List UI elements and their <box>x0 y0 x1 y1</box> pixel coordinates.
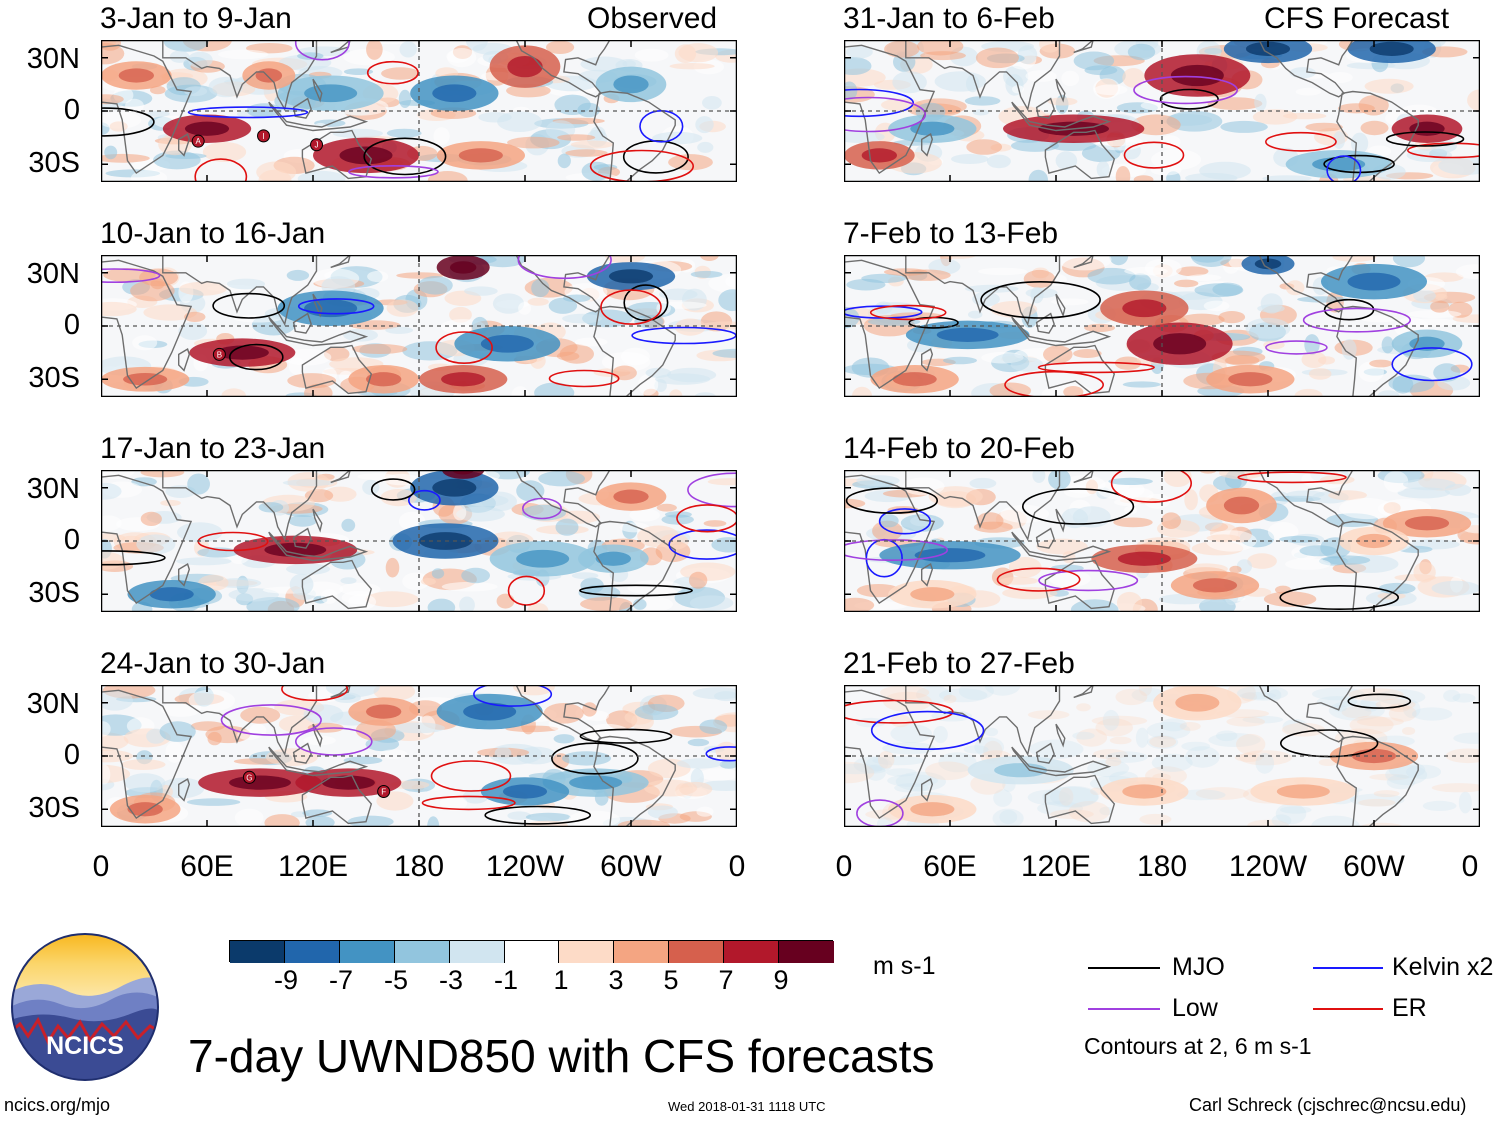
map-panel-observed-2: B <box>101 255 737 397</box>
main-title: 7-day UWND850 with CFS forecasts <box>188 1030 935 1082</box>
colorbar-swatch <box>339 941 395 963</box>
lon-label: 0 <box>835 850 853 883</box>
colorbar-swatch <box>394 941 450 963</box>
lon-label: 120E <box>277 850 349 883</box>
logo-text: NCICS <box>46 1032 124 1060</box>
lon-label: 60W <box>1343 850 1405 883</box>
storm-marker-label: I <box>262 132 264 141</box>
lat-label: 0 <box>63 94 80 126</box>
colorbar-swatch <box>614 941 670 963</box>
colorbar-tick: 5 <box>663 965 679 995</box>
panel-title-4: 24-Jan to 30-Jan <box>100 647 326 680</box>
panel-title-1: 3-Jan to 9-Jan <box>100 2 292 35</box>
colorbar-swatch <box>504 941 560 963</box>
colorbar <box>229 940 834 963</box>
panel-title-3: 17-Jan to 23-Jan <box>100 432 326 465</box>
lon-label: 60W <box>600 850 662 883</box>
storm-marker-label: F <box>381 788 386 797</box>
colorbar-tick: -7 <box>328 965 353 995</box>
lon-label: 0 <box>1461 850 1479 883</box>
panel-title-2: 10-Jan to 16-Jan <box>100 217 326 250</box>
lon-label: 60E <box>923 850 977 883</box>
storm-marker: F <box>377 785 391 798</box>
colorbar-tick: -1 <box>493 965 518 995</box>
lat-label: 0 <box>63 309 80 341</box>
panel-title-7: 14-Feb to 20-Feb <box>843 432 1075 465</box>
storm-marker: G <box>242 770 256 784</box>
legend-label-er: ER <box>1392 994 1427 1022</box>
lon-label: 60E <box>180 850 234 883</box>
colorbar-tick: 7 <box>718 965 734 995</box>
lat-label: 30N <box>26 43 80 75</box>
storm-marker: A <box>191 134 205 148</box>
colorbar-swatch <box>284 941 340 963</box>
colorbar-units: m s-1 <box>873 952 936 980</box>
lat-label: 30N <box>26 473 80 505</box>
colorbar-tick: 3 <box>608 965 624 995</box>
colorbar-tick: 1 <box>553 965 569 995</box>
ncics-logo: NCICS <box>11 933 159 1081</box>
map-panel-observed-3 <box>101 470 737 612</box>
lat-label: 30S <box>28 147 80 179</box>
footer-author: Carl Schreck (cjschrec@ncsu.edu) <box>1189 1095 1467 1115</box>
lat-label: 0 <box>63 739 80 771</box>
footer-timestamp: Wed 2018-01-31 1118 UTC <box>668 1099 826 1114</box>
storm-marker: B <box>212 347 226 361</box>
footer-url[interactable]: ncics.org/mjo <box>4 1095 111 1115</box>
colorbar-swatch <box>669 941 725 963</box>
panel-title-8: 21-Feb to 27-Feb <box>843 647 1075 680</box>
legend-line-low <box>1088 1008 1160 1010</box>
storm-marker-label: G <box>246 773 252 782</box>
storm-marker-label: J <box>315 141 319 150</box>
legend-line-er <box>1313 1008 1383 1010</box>
colorbar-swatch <box>724 941 780 963</box>
storm-marker-label: B <box>217 350 222 359</box>
colorbar-swatch <box>449 941 505 963</box>
lon-label: 0 <box>728 850 746 883</box>
observed-label: Observed <box>587 2 718 35</box>
lat-label: 0 <box>63 524 80 556</box>
legend-line-mjo <box>1088 967 1160 969</box>
map-panel-observed-1: A I J <box>101 40 737 182</box>
panel-title-6: 7-Feb to 13-Feb <box>843 217 1059 250</box>
map-panel-forecast-3 <box>844 470 1480 612</box>
storm-marker: J <box>310 138 324 152</box>
map-panel-forecast-1 <box>844 40 1480 182</box>
colorbar-swatch <box>230 941 285 963</box>
map-panel-forecast-4 <box>844 685 1480 827</box>
panel-title-5: 31-Jan to 6-Feb <box>843 2 1055 35</box>
legend-label-low: Low <box>1172 994 1218 1022</box>
legend-label-mjo: MJO <box>1172 953 1225 981</box>
colorbar-swatch <box>559 941 615 963</box>
lon-label: 180 <box>393 850 445 883</box>
lon-label: 0 <box>92 850 110 883</box>
storm-marker: I <box>257 129 271 143</box>
colorbar-tick: 9 <box>773 965 789 995</box>
lon-label: 120W <box>1228 850 1308 883</box>
lat-label: 30S <box>28 362 80 394</box>
storm-marker-label: A <box>195 137 201 146</box>
lat-label: 30N <box>26 258 80 290</box>
map-panel-observed-4: GF <box>101 685 737 827</box>
legend-note: Contours at 2, 6 m s-1 <box>1084 1033 1312 1059</box>
lon-label: 120E <box>1020 850 1092 883</box>
colorbar-tick: -5 <box>383 965 408 995</box>
forecast-label: CFS Forecast <box>1264 2 1450 35</box>
lon-label: 180 <box>1136 850 1188 883</box>
legend-label-kelvin: Kelvin x2 <box>1392 953 1494 981</box>
colorbar-tick: -3 <box>438 965 463 995</box>
colorbar-swatch <box>779 941 834 963</box>
legend-line-kelvin <box>1313 967 1383 969</box>
lat-label: 30S <box>28 577 80 609</box>
lon-label: 120W <box>485 850 565 883</box>
colorbar-tick: -9 <box>273 965 298 995</box>
lat-label: 30S <box>28 792 80 824</box>
map-panel-forecast-2 <box>844 255 1480 397</box>
lat-label: 30N <box>26 688 80 720</box>
